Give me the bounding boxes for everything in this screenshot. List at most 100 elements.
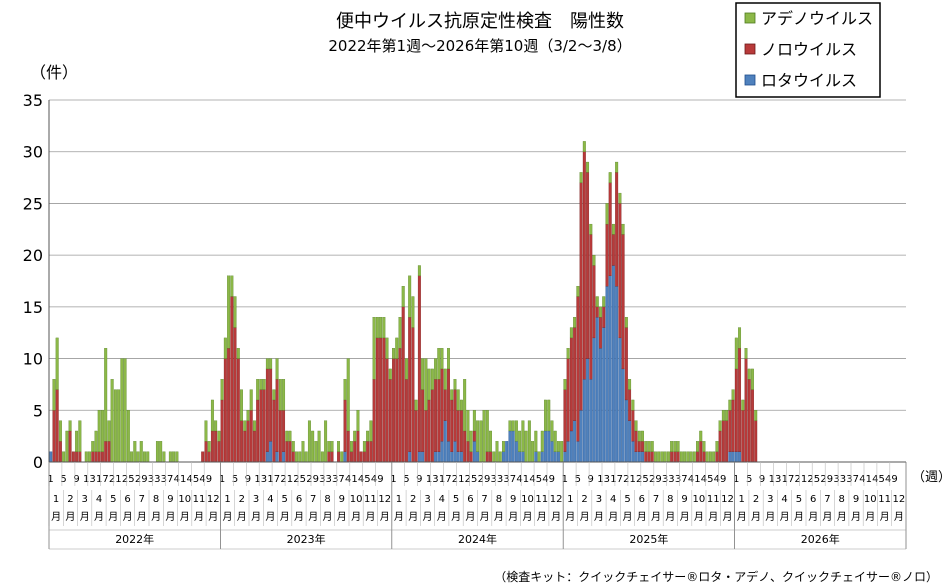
- bar-rota: [637, 451, 641, 463]
- bar-adeno: [747, 368, 751, 380]
- bar-adeno: [676, 441, 680, 452]
- bar-adeno: [117, 389, 121, 463]
- bar-noro: [417, 275, 421, 452]
- bar-adeno: [624, 317, 628, 328]
- bar-adeno: [327, 441, 331, 452]
- bar-adeno: [379, 317, 383, 339]
- bar-adeno: [592, 254, 596, 266]
- bar-rota: [553, 451, 557, 463]
- bar-adeno: [324, 420, 328, 463]
- legend-swatch: [744, 12, 756, 24]
- month-number: 10: [693, 494, 706, 505]
- bar-noro: [566, 358, 570, 442]
- month-suffix: 月: [151, 511, 161, 523]
- week-tick-label: 37: [846, 474, 859, 485]
- bar-adeno: [751, 368, 754, 390]
- bar-noro: [375, 337, 379, 463]
- bar-adeno: [544, 399, 547, 432]
- bar-adeno: [696, 441, 699, 452]
- month-number: 12: [721, 494, 734, 505]
- bar-noro: [78, 451, 82, 463]
- bar-adeno: [217, 430, 221, 442]
- bar-adeno: [130, 451, 134, 463]
- bar-rota: [434, 451, 438, 463]
- bar-adeno: [631, 399, 635, 411]
- bar-noro: [430, 389, 434, 463]
- bar-rota: [459, 451, 463, 463]
- bar-adeno: [246, 410, 250, 421]
- bar-adeno: [97, 410, 101, 452]
- month-suffix: 月: [380, 511, 390, 523]
- bar-noro: [641, 441, 644, 452]
- bar-adeno: [501, 441, 505, 452]
- bar-adeno: [683, 451, 687, 463]
- week-tick-label: 21: [623, 474, 636, 485]
- bar-noro: [459, 410, 463, 452]
- week-tick-label: 29: [649, 474, 662, 485]
- month-number: 6: [124, 494, 130, 505]
- bar-noro: [621, 234, 625, 370]
- bar-noro: [637, 441, 641, 452]
- bar-noro: [330, 451, 334, 463]
- week-tick-label: 13: [254, 474, 267, 485]
- month-number: 3: [253, 494, 259, 505]
- week-tick-label: 25: [122, 474, 135, 485]
- week-tick-label: 13: [769, 474, 782, 485]
- bar-rota: [269, 441, 273, 463]
- bar-noro: [55, 389, 59, 463]
- month-number: 6: [467, 494, 473, 505]
- bar-adeno: [621, 223, 625, 235]
- bar-adeno: [582, 141, 586, 152]
- month-suffix: 月: [237, 511, 247, 523]
- month-suffix: 月: [108, 511, 118, 523]
- bar-noro: [579, 182, 583, 411]
- bar-noro: [210, 430, 214, 463]
- footnote: （検査キット：クイックチェイサー®ロタ・アデノ、クイックチェイサー®ノロ）: [494, 569, 938, 584]
- bar-adeno: [249, 389, 253, 411]
- bar-noro: [602, 306, 606, 328]
- month-suffix: 月: [623, 511, 633, 523]
- bar-noro: [356, 430, 360, 463]
- week-tick-label: 21: [795, 474, 808, 485]
- month-number: 12: [378, 494, 391, 505]
- month-suffix: 月: [480, 511, 490, 523]
- bar-adeno: [634, 420, 638, 432]
- bar-adeno: [388, 368, 392, 380]
- bar-adeno: [657, 451, 661, 463]
- bar-noro: [411, 327, 415, 463]
- bar-noro: [94, 451, 98, 463]
- month-suffix: 月: [523, 511, 533, 523]
- axes: [48, 100, 906, 463]
- bar-noro: [337, 451, 341, 463]
- bar-adeno: [602, 296, 606, 308]
- month-number: 5: [453, 494, 459, 505]
- bar-noro: [388, 379, 392, 463]
- legend-label: ノロウイルス: [761, 40, 857, 59]
- week-tick-label: 45: [358, 474, 371, 485]
- bar-adeno: [492, 451, 496, 463]
- bar-adeno: [55, 337, 59, 390]
- bar-noro: [702, 451, 706, 463]
- bar-adeno: [398, 317, 402, 349]
- bar-adeno: [417, 265, 421, 276]
- week-tick-label: 33: [148, 474, 161, 485]
- bar-adeno: [427, 368, 431, 401]
- bar-rota: [599, 348, 602, 463]
- month-number: 10: [178, 494, 191, 505]
- month-suffix: 月: [494, 511, 504, 523]
- bar-adeno: [262, 379, 266, 390]
- bar-adeno: [282, 379, 286, 411]
- week-tick-label: 13: [426, 474, 439, 485]
- bar-noro: [569, 337, 573, 432]
- bar-noro: [605, 223, 609, 287]
- bar-rota: [728, 451, 732, 463]
- week-tick-label: 9: [416, 474, 422, 485]
- bar-adeno: [256, 379, 260, 401]
- bar-adeno: [100, 410, 104, 452]
- month-number: 3: [596, 494, 602, 505]
- gridlines: [49, 99, 906, 411]
- bar-adeno: [227, 275, 231, 349]
- bar-rota: [631, 441, 635, 463]
- year-label: 2022年: [115, 532, 154, 546]
